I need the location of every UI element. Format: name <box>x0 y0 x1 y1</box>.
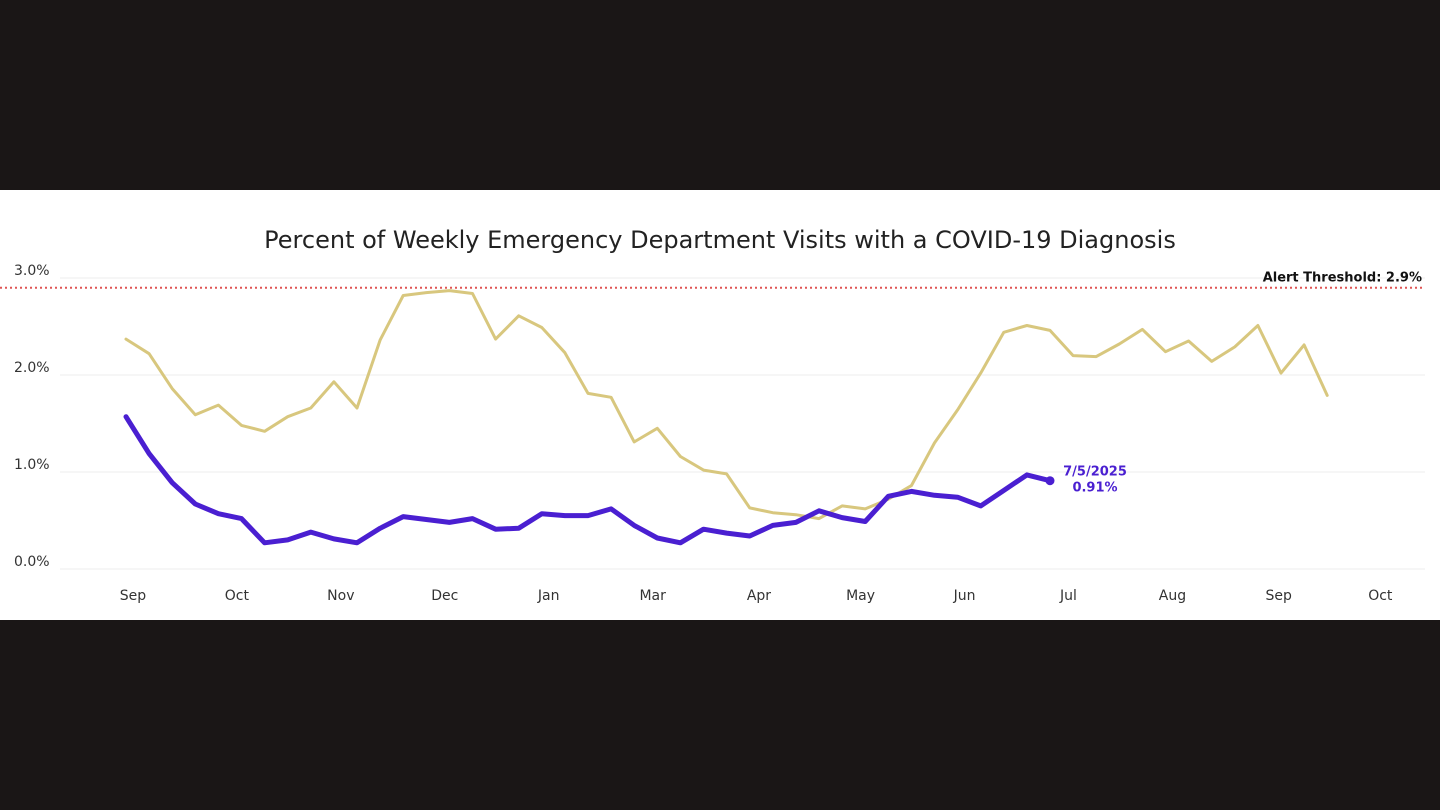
alert-threshold-label: Alert Threshold: 2.9% <box>1263 271 1422 286</box>
line-chart: Percent of Weekly Emergency Department V… <box>0 226 1425 604</box>
y-axis-ticks: 0.0% 1.0% 2.0% 3.0% <box>14 263 50 570</box>
x-tick-label-7: May <box>846 588 875 604</box>
latest-point-value: 0.91% <box>1072 481 1117 496</box>
x-tick-label-9: Jul <box>1059 588 1077 604</box>
series-line-0 <box>124 289 1329 521</box>
series-line-1 <box>123 414 1053 546</box>
y-tick-label-0: 0.0% <box>14 554 50 570</box>
x-tick-label-1: Oct <box>225 588 250 604</box>
top-letterbox <box>0 0 1440 190</box>
x-axis-ticks: Sep Oct Nov Dec Jan Mar Apr May Jun Jul Aug Sep Oct <box>120 588 1393 604</box>
x-tick-label-0: Sep <box>120 588 147 604</box>
y-tick-label-3: 3.0% <box>14 263 50 279</box>
x-tick-label-12: Oct <box>1368 588 1393 604</box>
chart-panel: Percent of Weekly Emergency Department V… <box>0 190 1440 620</box>
x-tick-label-5: Mar <box>639 588 666 604</box>
y-tick-label-2: 2.0% <box>14 360 50 376</box>
x-tick-label-10: Aug <box>1159 588 1186 604</box>
x-tick-label-4: Jan <box>537 588 560 604</box>
x-tick-label-11: Sep <box>1265 588 1292 604</box>
x-tick-label-3: Dec <box>431 588 458 604</box>
series-lines <box>123 289 1329 546</box>
gridlines <box>60 277 1425 570</box>
latest-point-marker <box>1045 476 1055 486</box>
y-tick-label-1: 1.0% <box>14 457 50 473</box>
x-tick-label-8: Jun <box>953 588 976 604</box>
x-tick-label-6: Apr <box>747 588 771 604</box>
chart-title: Percent of Weekly Emergency Department V… <box>264 226 1176 254</box>
bottom-letterbox <box>0 620 1440 810</box>
latest-point-date: 7/5/2025 <box>1063 465 1127 480</box>
x-tick-label-2: Nov <box>327 588 354 604</box>
